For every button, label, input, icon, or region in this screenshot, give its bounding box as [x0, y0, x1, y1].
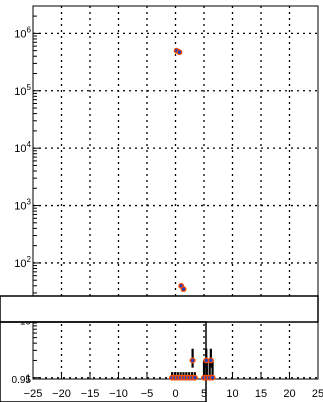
x-tick-label: −10	[109, 388, 128, 400]
data-point	[180, 286, 187, 293]
y-tick-label: 1	[25, 374, 31, 385]
x-tick-label: −5	[141, 388, 154, 400]
overlay-legend-boxes	[0, 295, 319, 402]
data-point	[207, 357, 214, 364]
data-point	[209, 374, 216, 381]
axis-tick-marks	[32, 5, 319, 379]
x-tick-label: 15	[255, 388, 267, 400]
x-tick-label: 5	[201, 388, 207, 400]
y-tick-exponent: 3	[27, 198, 32, 207]
y-tick-base: 1	[25, 374, 31, 385]
x-tick-label: −25	[24, 388, 43, 400]
y-tick-label: 106	[14, 25, 31, 40]
x-tick-label: −20	[52, 388, 71, 400]
x-tick-label: 20	[283, 388, 295, 400]
y-tick-base: 10	[14, 258, 26, 270]
x-tick-label: −15	[81, 388, 100, 400]
x-tick-label: 0	[172, 388, 178, 400]
grid-lines	[33, 6, 318, 379]
data-point	[191, 374, 198, 381]
y-tick-base: 10	[14, 201, 26, 213]
overlay-box-upper	[0, 295, 319, 323]
y-tick-base: 0.95	[12, 375, 32, 386]
y-tick-base: 10	[14, 143, 26, 155]
y-tick-exponent: 4	[27, 140, 32, 149]
y-tick-base: 10	[14, 28, 26, 40]
y-tick-label: 102	[14, 255, 31, 270]
y-tick-labels: 0.95110102103104105106	[12, 25, 32, 386]
x-tick-label: 10	[226, 388, 238, 400]
y-tick-label: 0.95	[12, 375, 32, 386]
y-tick-base: 10	[14, 86, 26, 98]
data-point	[189, 357, 196, 364]
y-tick-exponent: 5	[27, 83, 32, 92]
y-tick-label: 104	[14, 140, 31, 155]
data-point	[176, 49, 183, 56]
x-tick-labels: −25 −20 −15 −10 −5 0 5 10 15 20 25	[24, 388, 323, 400]
y-tick-label: 105	[14, 83, 31, 98]
x-tick-label: 25	[312, 388, 323, 400]
data-points-front	[169, 357, 216, 381]
y-tick-exponent: 2	[27, 255, 32, 264]
y-tick-label: 103	[14, 198, 31, 213]
error-bars-front	[170, 348, 214, 379]
y-tick-exponent: 6	[27, 25, 32, 34]
